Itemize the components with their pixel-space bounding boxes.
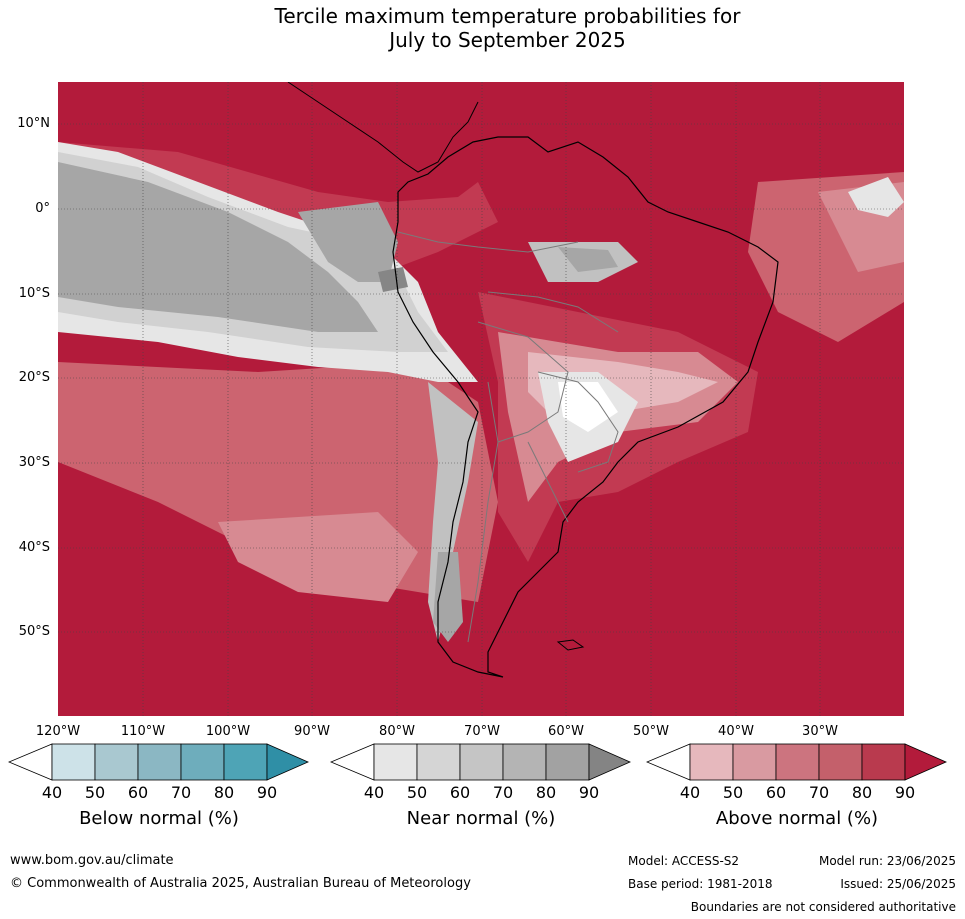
cbar-below-low-arrow: [8, 743, 53, 781]
lon-label-90w: 90°W: [294, 724, 330, 739]
cbar-near-seg-1: [373, 743, 418, 781]
footer-copyright: © Commonwealth of Australia 2025, Austra…: [10, 876, 471, 891]
cbar-near-seg-3: [459, 743, 504, 781]
lat-label-0: 0°: [35, 201, 50, 216]
cbar-below-tick-80: 80: [213, 783, 235, 802]
footer-model: Model: ACCESS-S2: [628, 854, 740, 868]
lat-label-50s: 50°S: [18, 624, 50, 639]
footer-base-period: Base period: 1981-2018: [628, 877, 773, 891]
south-america-coastline: [392, 136, 779, 678]
above-60-patch: [218, 512, 418, 602]
cbar-above-seg-4: [818, 743, 863, 781]
cbar-above-tick-40: 40: [679, 783, 701, 802]
title-line-1: Tercile maximum temperature probabilitie…: [274, 4, 741, 28]
lon-label-120w: 120°W: [35, 724, 81, 739]
near-80-pacific-tongue: [58, 162, 378, 332]
cbar-near-low-arrow: [330, 743, 375, 781]
cbar-below-seg-1: [51, 743, 96, 781]
near-90-patch: [378, 267, 408, 292]
cbar-above-seg-1: [689, 743, 734, 781]
lon-label-50w: 50°W: [633, 724, 669, 739]
near-80-patagonia: [433, 552, 463, 642]
probability-map: [58, 82, 904, 716]
cbar-near-tick-60: 60: [449, 783, 471, 802]
lon-label-100w: 100°W: [205, 724, 251, 739]
near-80-equatorial-east: [298, 202, 398, 282]
title-line-2: July to September 2025: [389, 28, 626, 52]
footer-website: www.bom.gov.au/climate: [10, 853, 174, 868]
cbar-above-seg-3: [775, 743, 820, 781]
cbar-above-high-arrow: [904, 743, 947, 781]
lon-label-80w: 80°W: [379, 724, 415, 739]
cbar-above-tick-60: 60: [765, 783, 787, 802]
cbar-above-low-arrow: [646, 743, 691, 781]
colorbar-near-normal: [330, 743, 631, 781]
cbar-near-seg-2: [416, 743, 461, 781]
cbar-near-title: Near normal (%): [406, 808, 556, 829]
cbar-near-high-arrow: [588, 743, 631, 781]
cbar-near-tick-50: 50: [406, 783, 428, 802]
cbar-below-tick-60: 60: [127, 783, 149, 802]
cbar-below-seg-4: [180, 743, 225, 781]
near-50-east-patch: [848, 177, 904, 217]
lat-label-20s: 20°S: [18, 370, 50, 385]
near-80-amazon: [558, 247, 618, 272]
cbar-near-seg-4: [502, 743, 547, 781]
cbar-above-seg-5: [861, 743, 906, 781]
cbar-above-title: Above normal (%): [715, 808, 879, 829]
colorbar-below-normal: [8, 743, 309, 781]
cbar-above-tick-80: 80: [851, 783, 873, 802]
lon-label-70w: 70°W: [464, 724, 500, 739]
cbar-below-seg-5: [223, 743, 268, 781]
cbar-above-tick-70: 70: [808, 783, 830, 802]
footer-issued: Issued: 25/06/2025: [840, 877, 956, 891]
lon-label-110w: 110°W: [120, 724, 166, 739]
cbar-near-tick-80: 80: [535, 783, 557, 802]
map-title: Tercile maximum temperature probabilitie…: [0, 4, 965, 52]
footer-model-run: Model run: 23/06/2025: [818, 854, 956, 868]
colorbar-above-normal: [646, 743, 947, 781]
cbar-below-title: Below normal (%): [79, 808, 239, 829]
lat-label-40s: 40°S: [18, 540, 50, 555]
cbar-below-seg-3: [137, 743, 182, 781]
white-brazil-patch: [558, 382, 618, 432]
central-america-coastline: [287, 82, 479, 173]
lat-label-10n: 10°N: [17, 116, 50, 131]
cbar-below-tick-40: 40: [41, 783, 63, 802]
cbar-near-tick-40: 40: [363, 783, 385, 802]
graticule: [58, 82, 904, 716]
cbar-near-tick-70: 70: [492, 783, 514, 802]
cbar-below-seg-2: [94, 743, 139, 781]
footer-disclaimer: Boundaries are not considered authoritat…: [690, 900, 956, 914]
map-canvas: [58, 82, 904, 716]
cbar-near-seg-5: [545, 743, 590, 781]
cbar-below-tick-70: 70: [170, 783, 192, 802]
lon-label-60w: 60°W: [548, 724, 584, 739]
cbar-above-seg-2: [732, 743, 777, 781]
lon-label-30w: 30°W: [802, 724, 838, 739]
lat-label-30s: 30°S: [18, 455, 50, 470]
cbar-below-high-arrow: [266, 743, 309, 781]
cbar-near-tick-90: 90: [578, 783, 600, 802]
falkland-islands: [556, 639, 585, 651]
cbar-above-tick-50: 50: [722, 783, 744, 802]
cbar-below-tick-90: 90: [256, 783, 278, 802]
cbar-above-tick-90: 90: [894, 783, 916, 802]
lat-label-10s: 10°S: [18, 286, 50, 301]
cbar-below-tick-50: 50: [84, 783, 106, 802]
country-borders: [397, 231, 619, 643]
lon-label-40w: 40°W: [718, 724, 754, 739]
